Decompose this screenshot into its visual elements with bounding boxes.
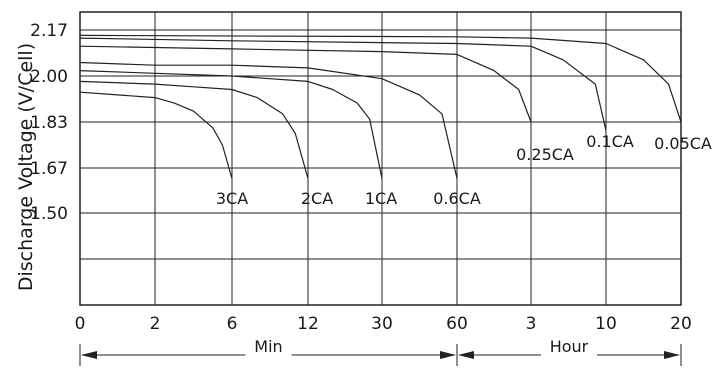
x-tick-label: 6 [227, 314, 238, 334]
time-unit-arrows: Min Hour [79, 337, 682, 366]
curve-0.05CA [79, 34, 682, 123]
arrowhead-left [458, 351, 474, 359]
x-tick-label: 60 [446, 314, 468, 334]
arrowhead-right [440, 351, 456, 359]
curve-label: 0.6CA [433, 189, 481, 208]
curve-label: 2CA [301, 189, 333, 208]
y-tick-label: 1.50 [30, 204, 68, 224]
discharge-curves [79, 34, 682, 179]
y-tick-label: 2.17 [30, 21, 68, 41]
arrowhead-left [81, 351, 97, 359]
curve-0.25CA [79, 45, 532, 123]
segment-label-bg [541, 345, 597, 365]
curve-2CA [79, 80, 309, 179]
x-tick-label: 10 [595, 314, 617, 334]
y-tick-label: 1.67 [30, 159, 68, 179]
x-tick-label: 2 [150, 314, 161, 334]
segment-label-bg [245, 345, 292, 365]
curve-label: 0.25CA [516, 145, 574, 164]
curve-label: 1CA [365, 189, 397, 208]
x-tick-label: 20 [670, 314, 692, 334]
x-tick-label: 30 [371, 314, 393, 334]
grid [79, 11, 682, 306]
curve-label: 0.05CA [654, 134, 712, 153]
segment-label: Hour [550, 337, 589, 356]
curve-0.1CA [79, 37, 607, 131]
segment-label: Min [254, 337, 282, 356]
y-axis-label: Discharge Voltage (V/Cell) [15, 43, 37, 291]
curve-label: 3CA [216, 189, 248, 208]
y-tick-label: 1.83 [30, 113, 68, 133]
arrowhead-right [664, 351, 680, 359]
curve-label: 0.1CA [586, 132, 634, 151]
curve-0.6CA [79, 61, 458, 179]
x-tick-label: 12 [297, 314, 319, 334]
tick-labels: 2.17 2.00 1.83 1.67 1.50 0 2 6 12 30 60 3 10 20 [30, 21, 692, 334]
curve-1CA [79, 70, 383, 179]
x-tick-label: 3 [526, 314, 537, 334]
x-tick-label: 0 [75, 314, 86, 334]
plot-frame [79, 11, 682, 306]
curve-3CA [79, 91, 233, 179]
curve-labels: 3CA 2CA 1CA 0.6CA 0.25CA 0.1CA 0.05CA [216, 132, 712, 208]
y-tick-label: 2.00 [30, 67, 68, 87]
